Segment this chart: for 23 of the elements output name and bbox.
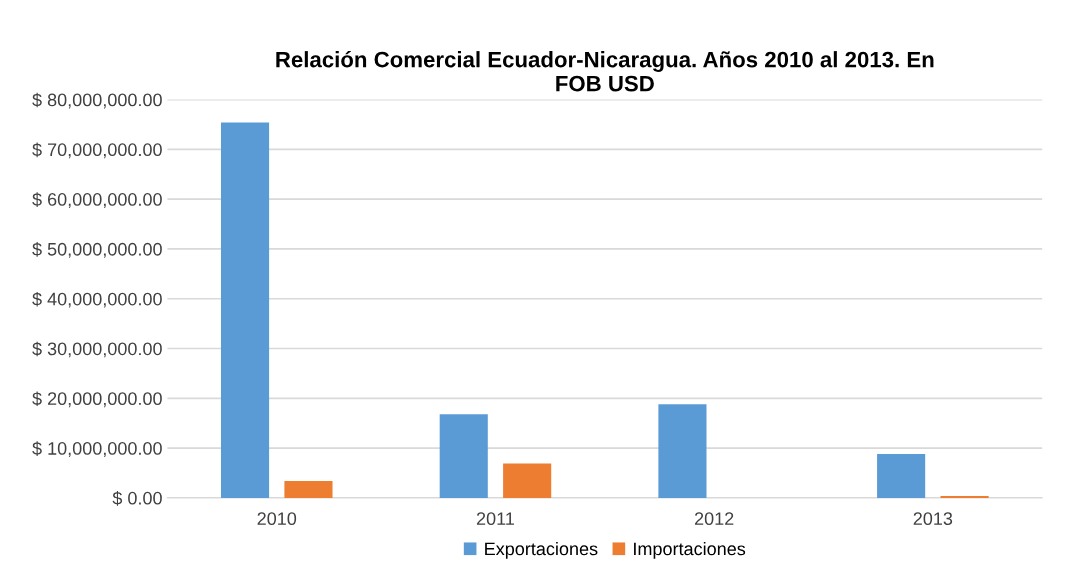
y-tick-label: $ 0.00 (112, 491, 162, 506)
bar (284, 480, 333, 498)
y-tick-label: $ 30,000,000.00 (32, 341, 162, 358)
x-tick-label: 2013 (913, 512, 953, 526)
bar (940, 495, 989, 498)
y-tick-label: $ 50,000,000.00 (32, 242, 162, 258)
x-tick-label: 2012 (694, 512, 734, 526)
chart-title: Relación Comercial Ecuador-Nicaragua. Años 2010 al 2013. En FOB USD (276, 50, 934, 92)
x-tick-label: 2010 (257, 512, 297, 526)
legend-label: Importaciones (634, 542, 746, 559)
bar (658, 404, 707, 498)
y-tick-label: $ 20,000,000.00 (32, 391, 162, 408)
x-tick-label: 2011 (476, 512, 514, 526)
legend-label: Exportaciones (485, 542, 598, 559)
y-tick-label: $ 70,000,000.00 (32, 142, 162, 159)
y-tick-label: $ 80,000,000.00 (32, 92, 162, 109)
bar (220, 122, 270, 498)
y-tick-label: $ 40,000,000.00 (32, 291, 162, 308)
bar (439, 414, 488, 498)
bar (503, 463, 552, 498)
y-tick-label: $ 60,000,000.00 (32, 192, 162, 208)
y-tick-label: $ 10,000,000.00 (32, 441, 162, 457)
bar (877, 454, 926, 498)
